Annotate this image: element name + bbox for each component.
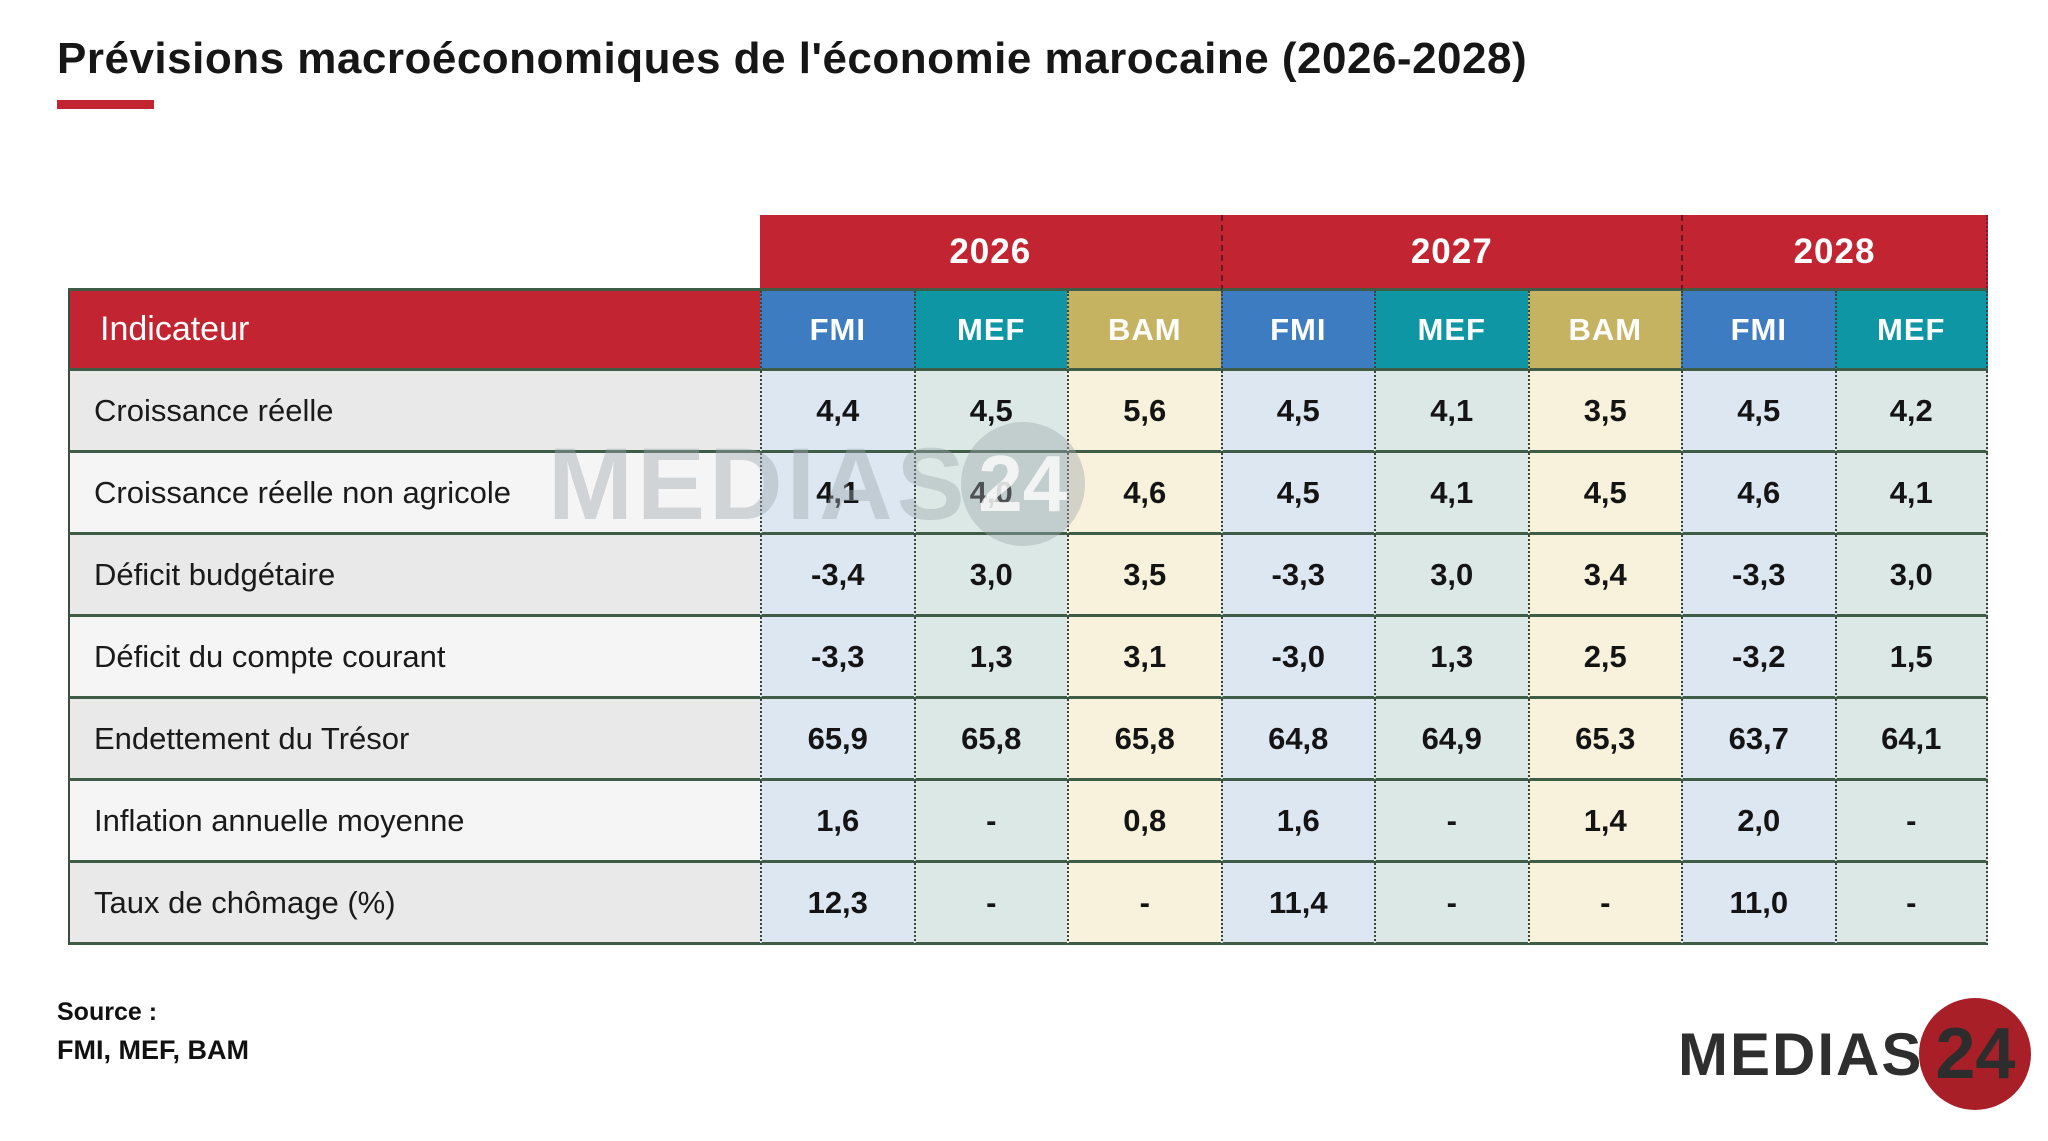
org-header-fmi-2028: FMI bbox=[1681, 291, 1835, 371]
value-cell-mef: 4,0 bbox=[913, 453, 1067, 535]
table-corner-spacer bbox=[68, 215, 760, 291]
value-cell-fmi: -3,0 bbox=[1220, 617, 1374, 699]
org-header-fmi-2027: FMI bbox=[1220, 291, 1374, 371]
value-cell-fmi: -3,3 bbox=[1220, 535, 1374, 617]
value-cell-fmi: -3,2 bbox=[1681, 617, 1835, 699]
value-cell-bam: 3,4 bbox=[1527, 535, 1681, 617]
value-cell-bam: - bbox=[1067, 863, 1221, 945]
value-cell-mef: 1,5 bbox=[1834, 617, 1988, 699]
value-cell-fmi: 65,9 bbox=[760, 699, 914, 781]
org-header-bam-2026: BAM bbox=[1067, 291, 1221, 371]
value-cell-mef: - bbox=[1374, 863, 1528, 945]
value-cell-mef: 4,1 bbox=[1374, 453, 1528, 535]
value-cell-fmi: -3,3 bbox=[760, 617, 914, 699]
value-cell-bam: 2,5 bbox=[1527, 617, 1681, 699]
value-cell-bam: - bbox=[1527, 863, 1681, 945]
year-header-2026: 2026 bbox=[760, 215, 1221, 291]
year-header-2028: 2028 bbox=[1681, 215, 1988, 291]
value-cell-bam: 0,8 bbox=[1067, 781, 1221, 863]
value-cell-mef: 1,3 bbox=[913, 617, 1067, 699]
value-cell-mef: - bbox=[913, 781, 1067, 863]
value-cell-mef: 4,1 bbox=[1834, 453, 1988, 535]
value-cell-fmi: 11,0 bbox=[1681, 863, 1835, 945]
value-cell-bam: 5,6 bbox=[1067, 371, 1221, 453]
value-cell-fmi: 4,4 bbox=[760, 371, 914, 453]
value-cell-fmi: 64,8 bbox=[1220, 699, 1374, 781]
value-cell-fmi: 4,5 bbox=[1681, 371, 1835, 453]
row-label: Croissance réelle non agricole bbox=[68, 453, 760, 535]
source-value: FMI, MEF, BAM bbox=[57, 1035, 249, 1065]
value-cell-fmi: -3,3 bbox=[1681, 535, 1835, 617]
value-cell-fmi: 1,6 bbox=[1220, 781, 1374, 863]
value-cell-fmi: -3,4 bbox=[760, 535, 914, 617]
org-header-bam-2027: BAM bbox=[1527, 291, 1681, 371]
org-header-fmi-2026: FMI bbox=[760, 291, 914, 371]
value-cell-bam: 4,6 bbox=[1067, 453, 1221, 535]
year-header-2027: 2027 bbox=[1220, 215, 1681, 291]
value-cell-bam: 4,5 bbox=[1527, 453, 1681, 535]
value-cell-bam: 3,1 bbox=[1067, 617, 1221, 699]
value-cell-bam: 65,3 bbox=[1527, 699, 1681, 781]
value-cell-fmi: 1,6 bbox=[760, 781, 914, 863]
medias24-logo: MEDIAS 24 bbox=[1678, 998, 2032, 1110]
value-cell-bam: 65,8 bbox=[1067, 699, 1221, 781]
value-cell-fmi: 4,1 bbox=[760, 453, 914, 535]
value-cell-mef: 65,8 bbox=[913, 699, 1067, 781]
row-label: Taux de chômage (%) bbox=[68, 863, 760, 945]
row-label: Croissance réelle bbox=[68, 371, 760, 453]
page-title: Prévisions macroéconomiques de l'économi… bbox=[57, 34, 1528, 83]
value-cell-bam: 1,4 bbox=[1527, 781, 1681, 863]
org-header-mef-2026: MEF bbox=[913, 291, 1067, 371]
value-cell-mef: 4,1 bbox=[1374, 371, 1528, 453]
source-note: Source : FMI, MEF, BAM bbox=[57, 998, 249, 1066]
value-cell-mef: 4,5 bbox=[913, 371, 1067, 453]
value-cell-fmi: 4,5 bbox=[1220, 371, 1374, 453]
value-cell-fmi: 4,6 bbox=[1681, 453, 1835, 535]
value-cell-mef: - bbox=[1834, 863, 1988, 945]
org-header-mef-2027: MEF bbox=[1374, 291, 1528, 371]
value-cell-mef: 4,2 bbox=[1834, 371, 1988, 453]
forecast-table: 2026 2027 2028 Indicateur FMI MEF BAM FMI MEF BAM… bbox=[68, 215, 1988, 945]
value-cell-bam: 3,5 bbox=[1527, 371, 1681, 453]
value-cell-fmi: 2,0 bbox=[1681, 781, 1835, 863]
value-cell-fmi: 11,4 bbox=[1220, 863, 1374, 945]
value-cell-fmi: 4,5 bbox=[1220, 453, 1374, 535]
value-cell-mef: 3,0 bbox=[913, 535, 1067, 617]
value-cell-bam: 3,5 bbox=[1067, 535, 1221, 617]
value-cell-fmi: 63,7 bbox=[1681, 699, 1835, 781]
logo-circle-icon: 24 bbox=[1919, 998, 2032, 1110]
value-cell-mef: 3,0 bbox=[1374, 535, 1528, 617]
row-label: Inflation annuelle moyenne bbox=[68, 781, 760, 863]
value-cell-mef: 3,0 bbox=[1834, 535, 1988, 617]
row-label: Déficit du compte courant bbox=[68, 617, 760, 699]
row-label: Déficit budgétaire bbox=[68, 535, 760, 617]
value-cell-mef: 64,9 bbox=[1374, 699, 1528, 781]
indicator-column-header: Indicateur bbox=[68, 291, 760, 371]
row-label: Endettement du Trésor bbox=[68, 699, 760, 781]
value-cell-mef: - bbox=[913, 863, 1067, 945]
logo-text: MEDIAS bbox=[1678, 1020, 1924, 1088]
value-cell-mef: 1,3 bbox=[1374, 617, 1528, 699]
value-cell-fmi: 12,3 bbox=[760, 863, 914, 945]
logo-number: 24 bbox=[1935, 1014, 2016, 1094]
title-underline bbox=[57, 100, 154, 109]
value-cell-mef: 64,1 bbox=[1834, 699, 1988, 781]
value-cell-mef: - bbox=[1374, 781, 1528, 863]
org-header-mef-2028: MEF bbox=[1834, 291, 1988, 371]
source-label: Source : bbox=[57, 998, 158, 1026]
value-cell-mef: - bbox=[1834, 781, 1988, 863]
